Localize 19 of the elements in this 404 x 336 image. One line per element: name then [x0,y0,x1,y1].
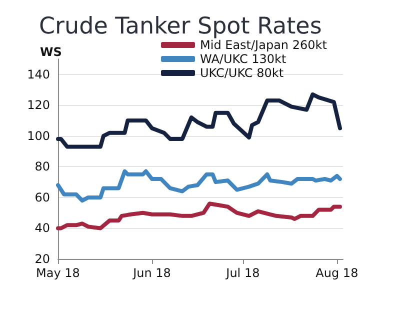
y-tick-label: 100 [27,128,50,143]
x-tick-label: Jul 18 [225,266,260,280]
y-tick-label: 80 [34,160,50,174]
y-tick-label: 140 [27,67,50,82]
line-series [56,92,342,149]
y-tick-label: 120 [27,98,50,112]
y-tick-label: 60 [34,190,50,204]
line-series [56,202,342,230]
legend-label: WA/UKC 130kt [200,52,287,66]
x-tick-label: Jun 18 [132,266,171,280]
y-axis-title: WS [40,45,62,59]
y-tick-label: 20 [34,252,50,266]
x-tick-label: Aug 18 [316,266,358,280]
y-tick-label: 40 [34,221,50,236]
x-tick-label: May 18 [36,266,80,280]
chart-title: Crude Tanker Spot Rates [39,14,322,40]
legend-label: Mid East/Japan 260kt [200,38,328,52]
legend-label: UKC/UKC 80kt [200,66,284,80]
line-series [56,169,342,203]
